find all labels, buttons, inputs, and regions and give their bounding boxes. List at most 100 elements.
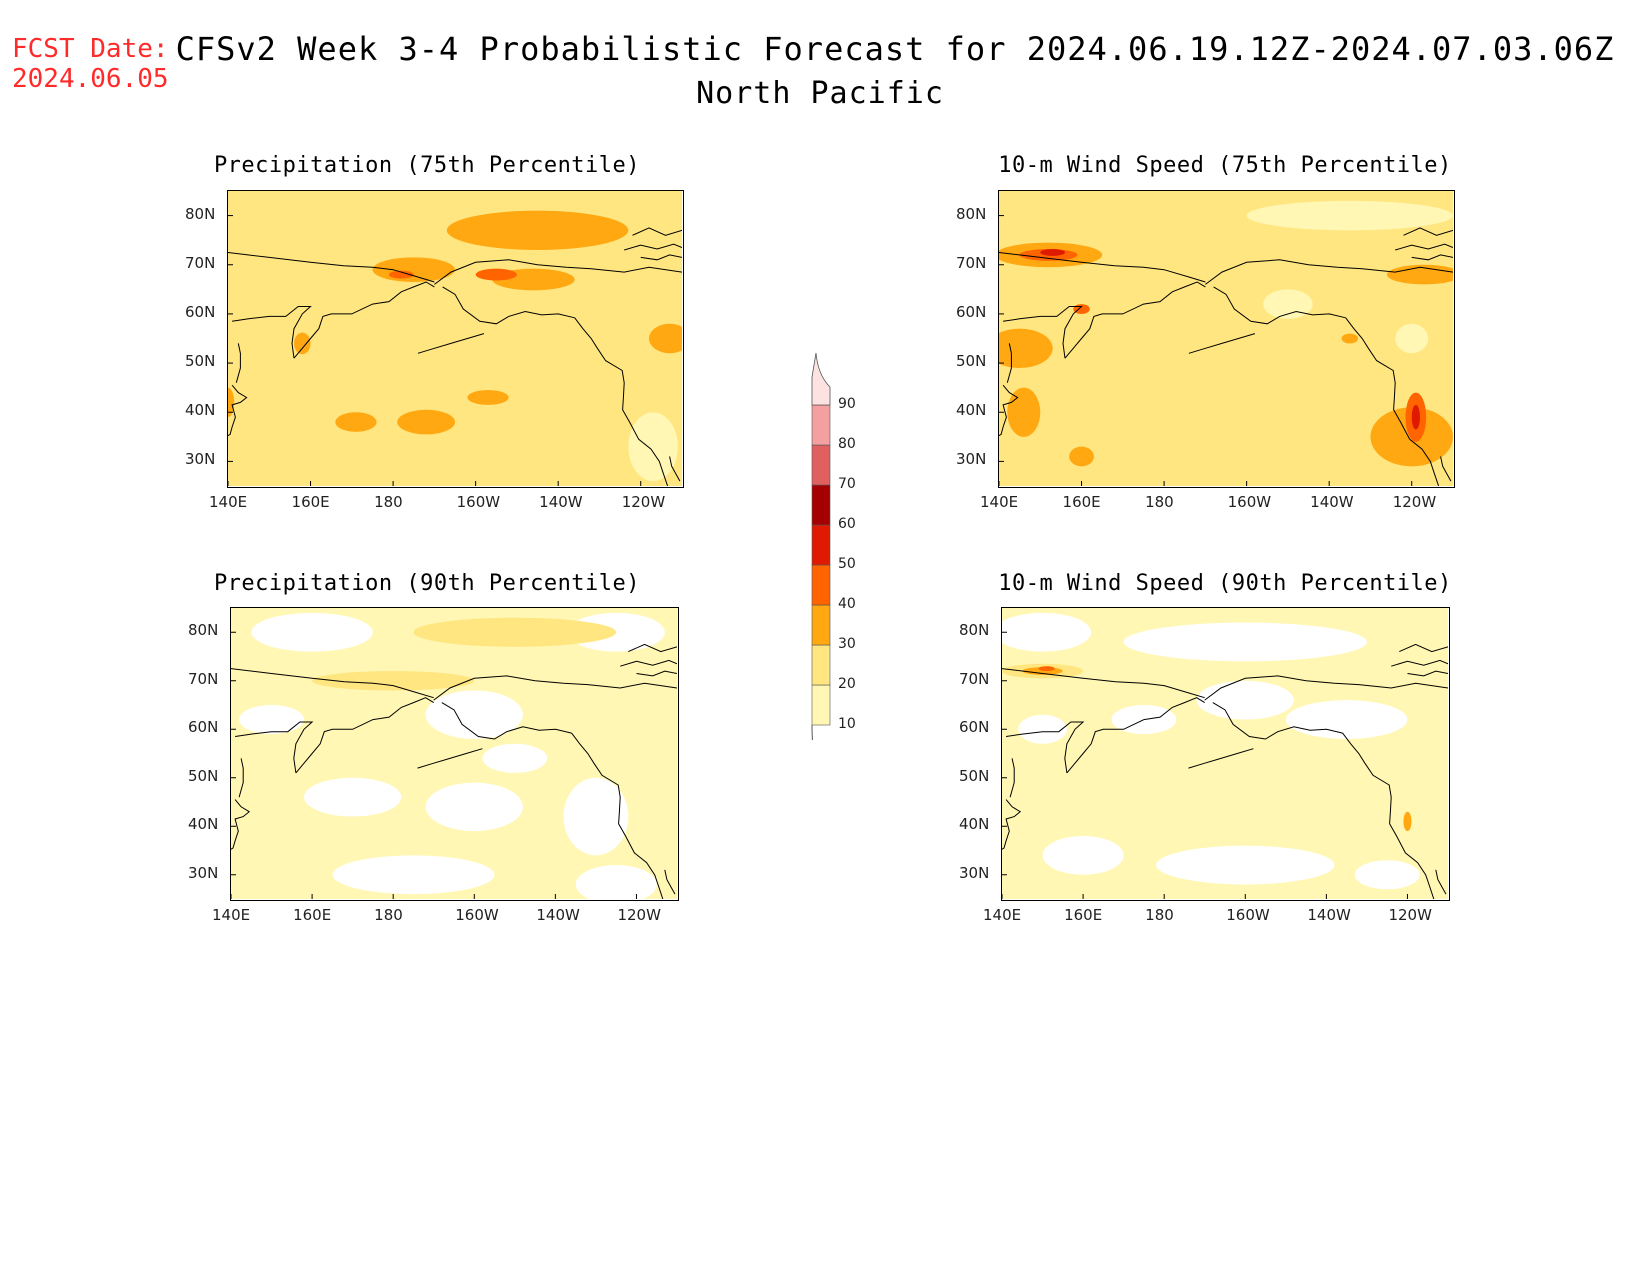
coastline <box>1342 732 1435 899</box>
coastline <box>1064 281 1206 359</box>
field-low-region <box>567 612 665 652</box>
colorbar-level-label: 40 <box>838 596 856 612</box>
coastline <box>1345 317 1440 486</box>
lon-tick-label: 140E <box>209 493 248 511</box>
field-low-region <box>1285 700 1408 739</box>
field-low-region <box>1354 860 1420 890</box>
field-contour-region <box>413 617 617 647</box>
field-low-region <box>1156 845 1335 885</box>
panel-title: Precipitation (90th Percentile) <box>213 571 641 596</box>
coastline <box>238 758 244 798</box>
colorbar-level-label: 10 <box>838 716 856 732</box>
lon-tick-label: 160W <box>455 906 499 924</box>
map-wind-90 <box>1001 607 1450 901</box>
colorbar: 10 20 30 40 50 60 70 80 90 <box>808 335 878 763</box>
colorbar-tail <box>811 724 817 763</box>
coastline <box>231 668 434 699</box>
lon-tick-label: 140E <box>983 906 1022 924</box>
coastline <box>1212 702 1343 740</box>
coastline <box>235 721 314 773</box>
lon-tick-label: 160W <box>1226 906 1270 924</box>
coastline <box>1188 748 1254 769</box>
field-contour-region <box>446 210 629 250</box>
field-low-region <box>1263 289 1313 319</box>
panel-title: 10-m Wind Speed (75th Percentile) <box>998 153 1452 178</box>
colorbar-level-label: 50 <box>838 556 856 572</box>
coastline <box>620 659 677 667</box>
field-contour-region <box>1007 387 1041 437</box>
coastline <box>1006 343 1012 383</box>
colorbar-swatches <box>811 352 831 763</box>
map-wind-75 <box>998 190 1455 488</box>
colorbar-swatch <box>811 644 831 686</box>
lat-tick-label: 40N <box>188 815 219 834</box>
lat-tick-label: 70N <box>185 253 216 272</box>
colorbar-swatch <box>811 352 831 406</box>
coastline <box>1399 643 1448 653</box>
lat-tick-label: 50N <box>188 766 219 785</box>
coastline <box>1006 721 1085 773</box>
field-low-region <box>332 855 495 895</box>
field-contour-region <box>228 387 235 418</box>
coastline <box>1440 456 1452 482</box>
coastline <box>1204 675 1448 701</box>
coastline <box>228 252 435 283</box>
colorbar-level-label: 80 <box>838 436 856 452</box>
lat-tick-label: 60N <box>185 302 216 321</box>
coastline <box>231 799 251 850</box>
field-low-region <box>1395 323 1429 354</box>
region-subtitle: North Pacific <box>696 76 944 111</box>
field-contour-region <box>388 270 414 279</box>
field-low-region <box>303 777 402 817</box>
lon-tick-label: 140W <box>1310 493 1354 511</box>
forecast-date-label: FCST Date: 2024.06.05 <box>12 34 169 94</box>
coastline <box>1066 697 1205 774</box>
lat-tick-label: 70N <box>956 253 987 272</box>
lat-tick-label: 30N <box>959 863 990 882</box>
lon-tick-label: 180 <box>374 493 403 511</box>
field-contour-region <box>1040 249 1066 256</box>
coastline <box>1411 254 1453 261</box>
field-contour-region <box>1411 404 1420 430</box>
coastline <box>293 281 435 359</box>
colorbar-swatch <box>811 684 831 726</box>
field-low-region <box>575 865 657 899</box>
field-low-region <box>239 705 304 735</box>
forecast-date-value: 2024.06.05 <box>12 64 169 94</box>
lon-tick-label: 140E <box>980 493 1019 511</box>
coastline <box>442 286 575 325</box>
lat-tick-label: 50N <box>956 352 987 371</box>
lon-tick-label: 180 <box>1145 493 1174 511</box>
lat-tick-label: 50N <box>185 352 216 371</box>
coastline <box>640 254 682 261</box>
lat-tick-label: 80N <box>188 621 219 640</box>
field-contour-region <box>335 412 377 432</box>
map-precip-75 <box>227 190 684 488</box>
field-contour-region <box>1069 446 1094 467</box>
coastline <box>232 306 312 359</box>
coastline <box>228 384 248 437</box>
lat-tick-label: 60N <box>959 718 990 737</box>
coastline <box>417 333 485 354</box>
coastline <box>664 869 676 895</box>
field-low-region <box>1196 680 1294 720</box>
lat-tick-label: 30N <box>956 450 987 469</box>
coastline <box>636 670 677 677</box>
lon-tick-label: 140W <box>539 493 583 511</box>
field-low-region <box>425 690 523 739</box>
lat-tick-label: 80N <box>956 204 987 223</box>
lon-tick-label: 180 <box>374 906 403 924</box>
colorbar-level-label: 60 <box>838 516 856 532</box>
lon-tick-label: 120W <box>1388 906 1432 924</box>
colorbar-swatch <box>811 524 831 566</box>
coastline <box>1391 659 1448 667</box>
map-precip-90 <box>230 607 679 901</box>
coastline <box>433 675 677 701</box>
field-contour-region <box>1403 811 1412 832</box>
lon-tick-label: 160E <box>1062 493 1101 511</box>
field-background <box>231 608 677 899</box>
lon-tick-label: 160E <box>1064 906 1103 924</box>
coastline <box>295 697 434 774</box>
field-contour-region <box>397 409 455 435</box>
colorbar-swatch <box>811 444 831 486</box>
